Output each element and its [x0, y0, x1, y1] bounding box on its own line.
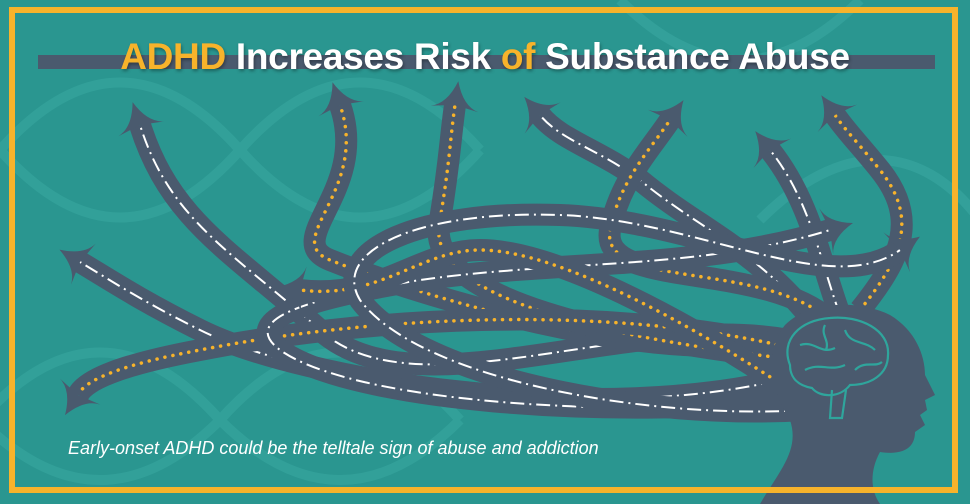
road-dotted-line — [76, 317, 802, 397]
road-arrow-icon — [276, 266, 307, 315]
title-bar — [38, 55, 935, 69]
road-arrow-icon — [753, 131, 792, 168]
road-arrow-icon — [59, 243, 96, 285]
brain-icon — [786, 316, 890, 420]
road-arrow-icon — [118, 102, 165, 137]
road-dash-line — [266, 229, 831, 409]
road-arrow-icon — [524, 96, 561, 134]
road-arrow-icon — [318, 82, 365, 117]
road-arrow-icon — [430, 81, 479, 113]
title-adhd: ADHD — [120, 36, 226, 77]
road-arrow-icon — [817, 95, 857, 132]
road-dotted-line — [608, 118, 832, 322]
head-silhouette-icon — [760, 304, 935, 504]
page-title: ADHD Increases Risk of Substance Abuse — [0, 36, 970, 78]
caption: Early-onset ADHD could be the telltale s… — [68, 438, 599, 458]
road-arrow-icon — [883, 232, 920, 273]
road — [825, 108, 913, 317]
road-dash-line — [539, 114, 821, 331]
title-increases-risk: Increases Risk — [225, 36, 501, 77]
title-of: of — [500, 36, 536, 77]
road-arrow-icon — [59, 378, 101, 416]
road-arrow-icon — [647, 100, 688, 137]
title-substance-abuse: Substance Abuse — [535, 36, 850, 77]
road — [298, 238, 797, 400]
roads — [59, 81, 920, 423]
road-arrow-icon — [819, 208, 853, 255]
road-dotted-line — [833, 113, 904, 312]
frame-border — [9, 7, 958, 493]
road-dash-line — [353, 213, 901, 413]
